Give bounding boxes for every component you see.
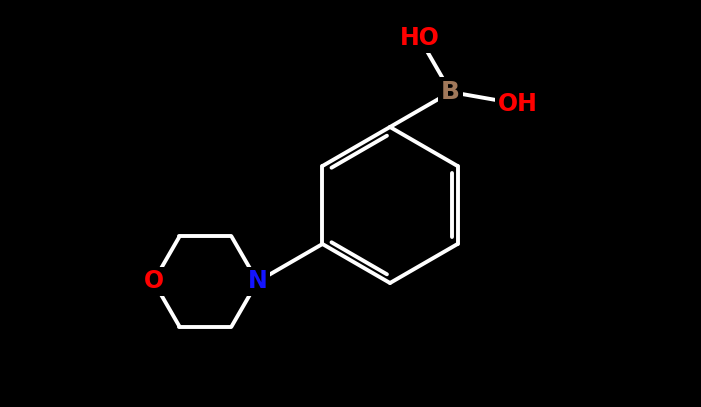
Text: OH: OH	[498, 92, 538, 116]
Text: N: N	[247, 269, 267, 293]
Text: B: B	[441, 80, 460, 104]
Text: HO: HO	[400, 26, 440, 50]
Text: O: O	[144, 269, 163, 293]
